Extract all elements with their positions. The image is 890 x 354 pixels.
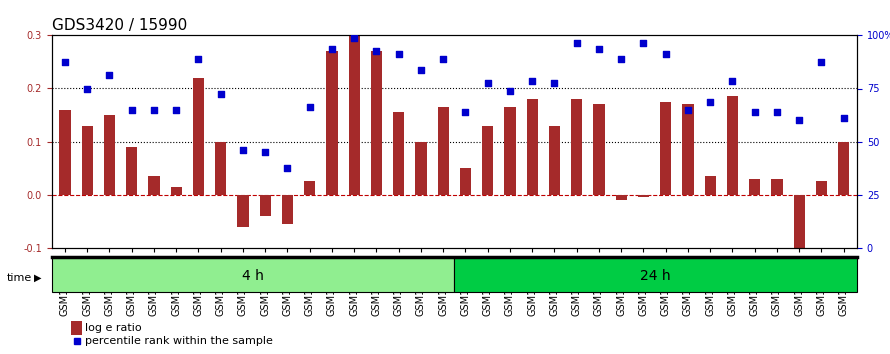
Bar [749, 179, 760, 195]
Point [636, 41, 651, 46]
Point [547, 80, 562, 86]
Bar [660, 102, 671, 195]
Bar [349, 35, 360, 195]
Bar [616, 195, 627, 200]
Bar [371, 51, 382, 195]
Point [770, 110, 784, 115]
Text: log e ratio: log e ratio [85, 323, 142, 333]
Point [303, 104, 317, 110]
Point [347, 35, 361, 41]
Point [792, 118, 806, 123]
Bar [816, 181, 827, 195]
Bar [304, 181, 315, 195]
Bar [571, 99, 582, 195]
Point [102, 73, 117, 78]
Point [236, 147, 250, 152]
Point [258, 149, 272, 155]
Bar [416, 142, 426, 195]
Point [369, 48, 384, 54]
Point [814, 59, 829, 65]
Point [570, 41, 584, 46]
Bar [794, 195, 805, 264]
Bar [455, 257, 857, 292]
Point [414, 67, 428, 73]
Point [436, 57, 450, 62]
Bar [60, 110, 70, 195]
Bar [727, 96, 738, 195]
Bar [482, 126, 493, 195]
Text: percentile rank within the sample: percentile rank within the sample [85, 336, 273, 346]
Bar [838, 142, 849, 195]
Bar [104, 115, 115, 195]
Bar [215, 142, 226, 195]
Point [503, 88, 517, 94]
Text: time: time [7, 273, 32, 283]
Point [614, 57, 628, 62]
Bar [772, 179, 782, 195]
Point [191, 57, 206, 62]
Bar [594, 104, 604, 195]
Point [280, 165, 295, 171]
Point [125, 107, 139, 113]
Bar [52, 257, 455, 292]
Point [681, 107, 695, 113]
Bar [705, 176, 716, 195]
Point [147, 107, 161, 113]
Text: 24 h: 24 h [641, 269, 671, 283]
Point [214, 91, 228, 97]
Point [58, 59, 72, 65]
Point [592, 46, 606, 52]
Bar [393, 113, 404, 195]
Bar [82, 126, 93, 195]
Bar [549, 126, 560, 195]
Bar [638, 195, 649, 198]
Bar [327, 51, 337, 195]
Text: 4 h: 4 h [242, 269, 264, 283]
Bar [171, 187, 182, 195]
Bar [238, 195, 248, 227]
Bar [260, 195, 271, 216]
Point [481, 80, 495, 86]
Point [659, 51, 673, 57]
Bar [438, 107, 449, 195]
Point [458, 110, 473, 115]
Point [703, 99, 717, 105]
Point [525, 78, 539, 84]
Point [325, 46, 339, 52]
Point [80, 86, 94, 91]
Bar [460, 168, 471, 195]
Bar [527, 99, 538, 195]
Bar [193, 78, 204, 195]
Point [725, 78, 740, 84]
Point [748, 110, 762, 115]
Point [169, 107, 183, 113]
Text: GDS3420 / 15990: GDS3420 / 15990 [52, 18, 187, 33]
Text: ▶: ▶ [34, 273, 41, 283]
Bar [505, 107, 515, 195]
Point [392, 51, 406, 57]
Bar [126, 147, 137, 195]
Bar [149, 176, 159, 195]
Point [837, 115, 851, 121]
Bar [282, 195, 293, 224]
Bar [683, 104, 693, 195]
